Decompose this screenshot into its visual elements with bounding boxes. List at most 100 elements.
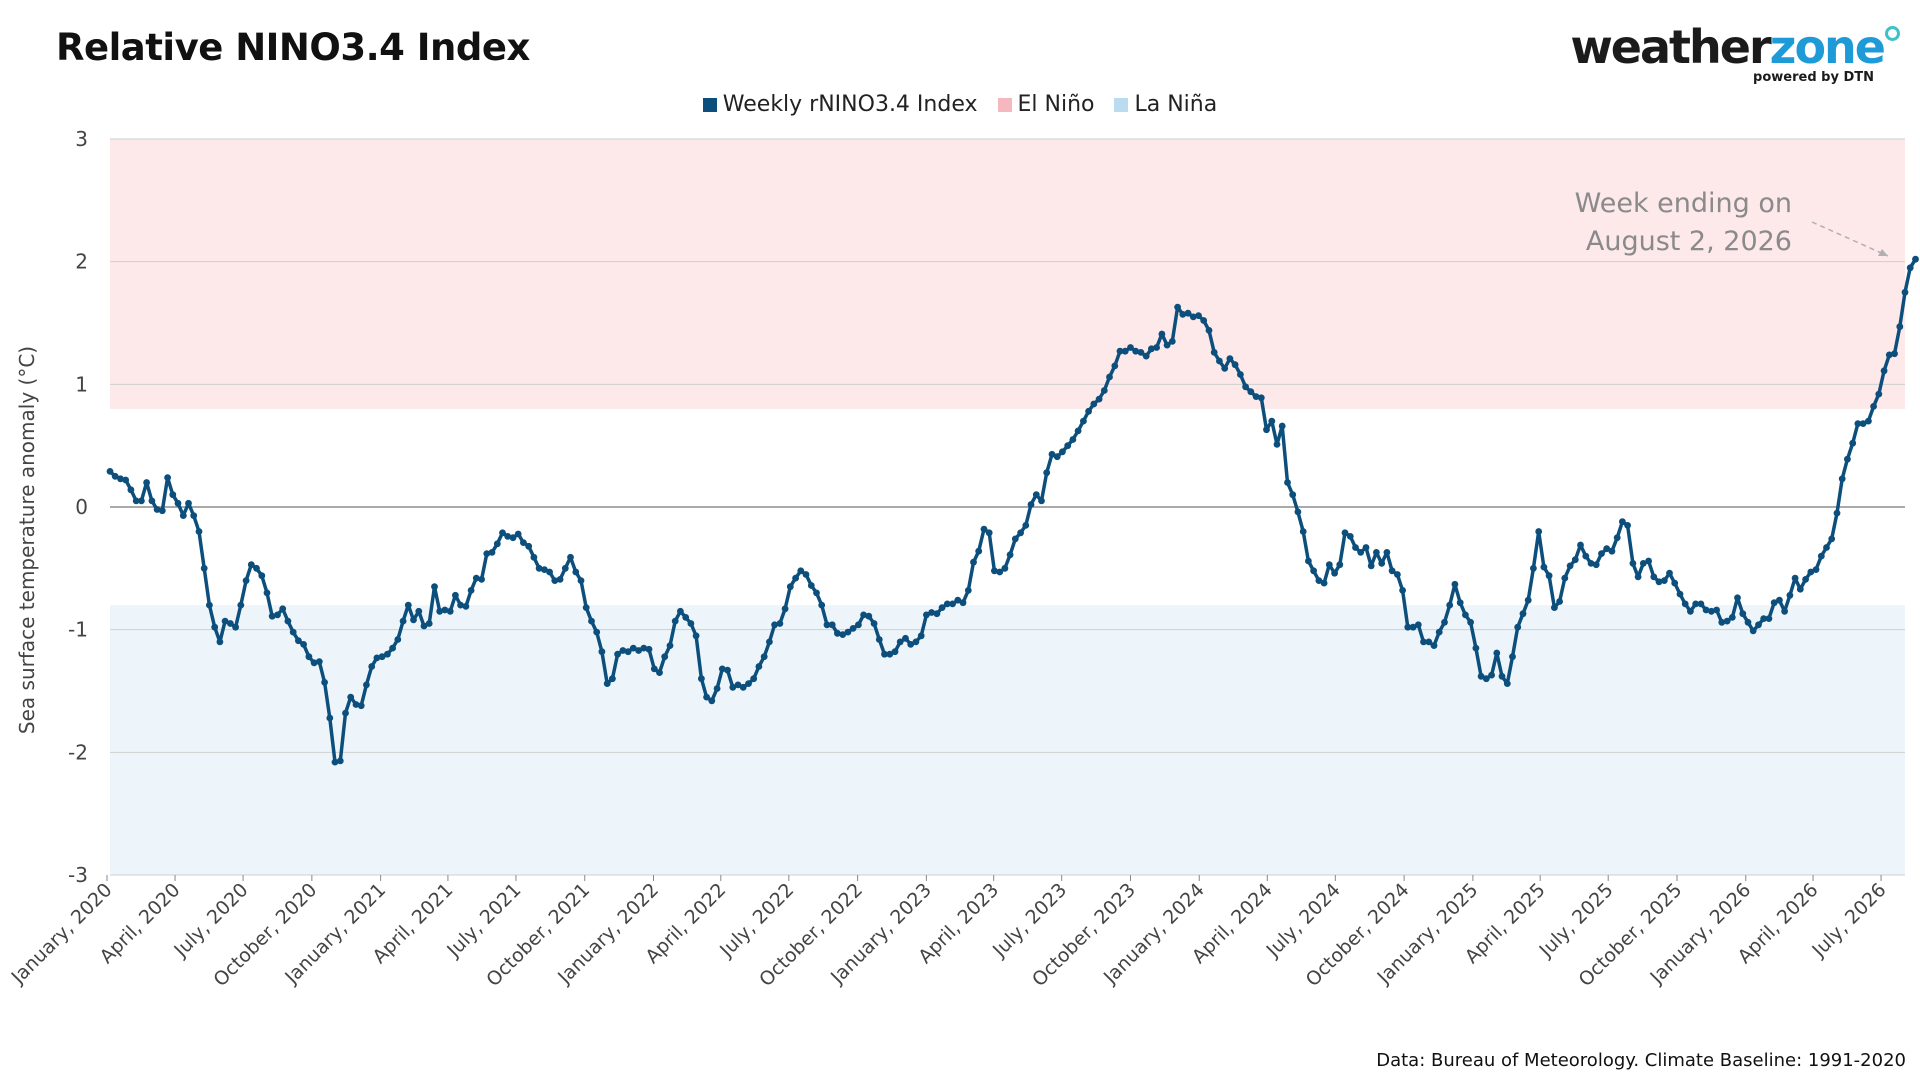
data-point — [619, 647, 627, 654]
data-point — [677, 607, 684, 615]
data-point — [839, 631, 847, 638]
data-point — [1896, 323, 1904, 331]
data-point — [1592, 561, 1600, 569]
data-point — [1503, 680, 1511, 687]
data-point — [1551, 604, 1558, 611]
data-point — [1577, 541, 1584, 549]
legend-item-la-nina[interactable]: La Niña — [1114, 92, 1217, 117]
data-point — [1043, 469, 1051, 477]
data-point — [1477, 672, 1485, 680]
data-point — [588, 617, 595, 625]
brand-name: weatherzone — [1570, 24, 1900, 70]
data-point — [1069, 436, 1077, 443]
data-point — [384, 650, 391, 658]
data-point — [399, 617, 407, 625]
data-point — [1770, 599, 1778, 607]
data-point — [509, 534, 517, 542]
data-point — [682, 614, 690, 621]
data-point — [1153, 344, 1160, 351]
data-point — [1509, 653, 1516, 661]
data-point — [1702, 606, 1710, 614]
data-point — [420, 622, 428, 630]
data-source-note: Data: Bureau of Meteorology. Climate Bas… — [1376, 1050, 1906, 1071]
data-point — [1331, 569, 1338, 577]
data-point — [1462, 611, 1469, 619]
data-point — [1006, 551, 1014, 559]
data-point — [1603, 545, 1611, 553]
data-point — [138, 497, 145, 505]
weekly-index-line — [108, 258, 1917, 764]
data-point — [1671, 579, 1679, 587]
data-point — [478, 576, 485, 583]
chart-legend: Weekly rNINO3.4 Index El Niño La Niña — [0, 92, 1920, 117]
data-point — [300, 641, 307, 648]
data-point — [928, 609, 935, 616]
legend-item-el-nino[interactable]: El Niño — [997, 92, 1094, 117]
data-point — [975, 547, 983, 555]
data-point — [1205, 327, 1213, 334]
annotation-arrowhead-icon — [1878, 249, 1888, 256]
data-point — [1514, 623, 1522, 631]
data-point — [1106, 373, 1113, 381]
data-point — [729, 683, 737, 691]
data-point — [336, 757, 344, 765]
data-point — [321, 679, 328, 686]
data-point — [195, 528, 203, 535]
data-point — [1807, 568, 1815, 576]
data-point — [446, 607, 454, 615]
data-point — [1681, 600, 1689, 608]
data-point — [274, 611, 281, 619]
data-point — [1184, 309, 1192, 317]
data-point — [1090, 400, 1098, 408]
data-point — [1619, 518, 1626, 526]
data-point — [1100, 387, 1108, 394]
data-point — [1545, 572, 1553, 580]
data-point — [106, 468, 114, 475]
data-point — [425, 620, 433, 627]
data-point — [1001, 564, 1009, 572]
data-point — [766, 638, 773, 646]
data-point — [436, 607, 444, 615]
data-point — [117, 475, 124, 483]
y-tick-label: -2 — [68, 740, 88, 764]
data-point — [253, 564, 260, 572]
data-point — [870, 620, 878, 627]
data-point — [818, 601, 826, 609]
legend-item-weekly-index[interactable]: Weekly rNINO3.4 Index — [702, 92, 978, 117]
data-point — [1388, 567, 1396, 575]
data-point — [1409, 623, 1417, 631]
data-point — [1383, 549, 1391, 556]
x-tick-label: January, 2020 — [7, 879, 117, 989]
data-point — [1336, 561, 1344, 569]
data-point — [1305, 557, 1312, 565]
latest-week-annotation: Week ending on August 2, 2026 — [1575, 188, 1889, 257]
brand-name-part2: zone — [1769, 20, 1886, 74]
y-tick-label: -1 — [68, 618, 88, 642]
data-point — [1121, 347, 1129, 355]
data-point — [158, 507, 166, 515]
data-point — [472, 574, 480, 582]
data-point — [760, 653, 768, 661]
data-point — [1666, 569, 1673, 577]
data-point — [1713, 606, 1720, 614]
data-point — [1828, 535, 1836, 543]
data-point — [169, 491, 177, 499]
data-point — [1634, 573, 1642, 581]
data-point — [834, 629, 841, 637]
data-point — [352, 701, 360, 708]
data-point — [462, 603, 470, 610]
data-point — [750, 675, 758, 683]
data-point — [1566, 562, 1574, 570]
data-point — [1718, 618, 1726, 626]
data-point — [258, 572, 266, 580]
annotation-arrow — [1811, 221, 1889, 257]
data-point — [268, 612, 276, 620]
data-point — [609, 675, 616, 683]
data-point — [504, 533, 512, 540]
y-tick-label: -3 — [68, 863, 88, 887]
data-point — [938, 604, 946, 611]
data-point — [1786, 591, 1794, 599]
data-point — [1687, 607, 1694, 615]
data-point — [326, 714, 334, 722]
